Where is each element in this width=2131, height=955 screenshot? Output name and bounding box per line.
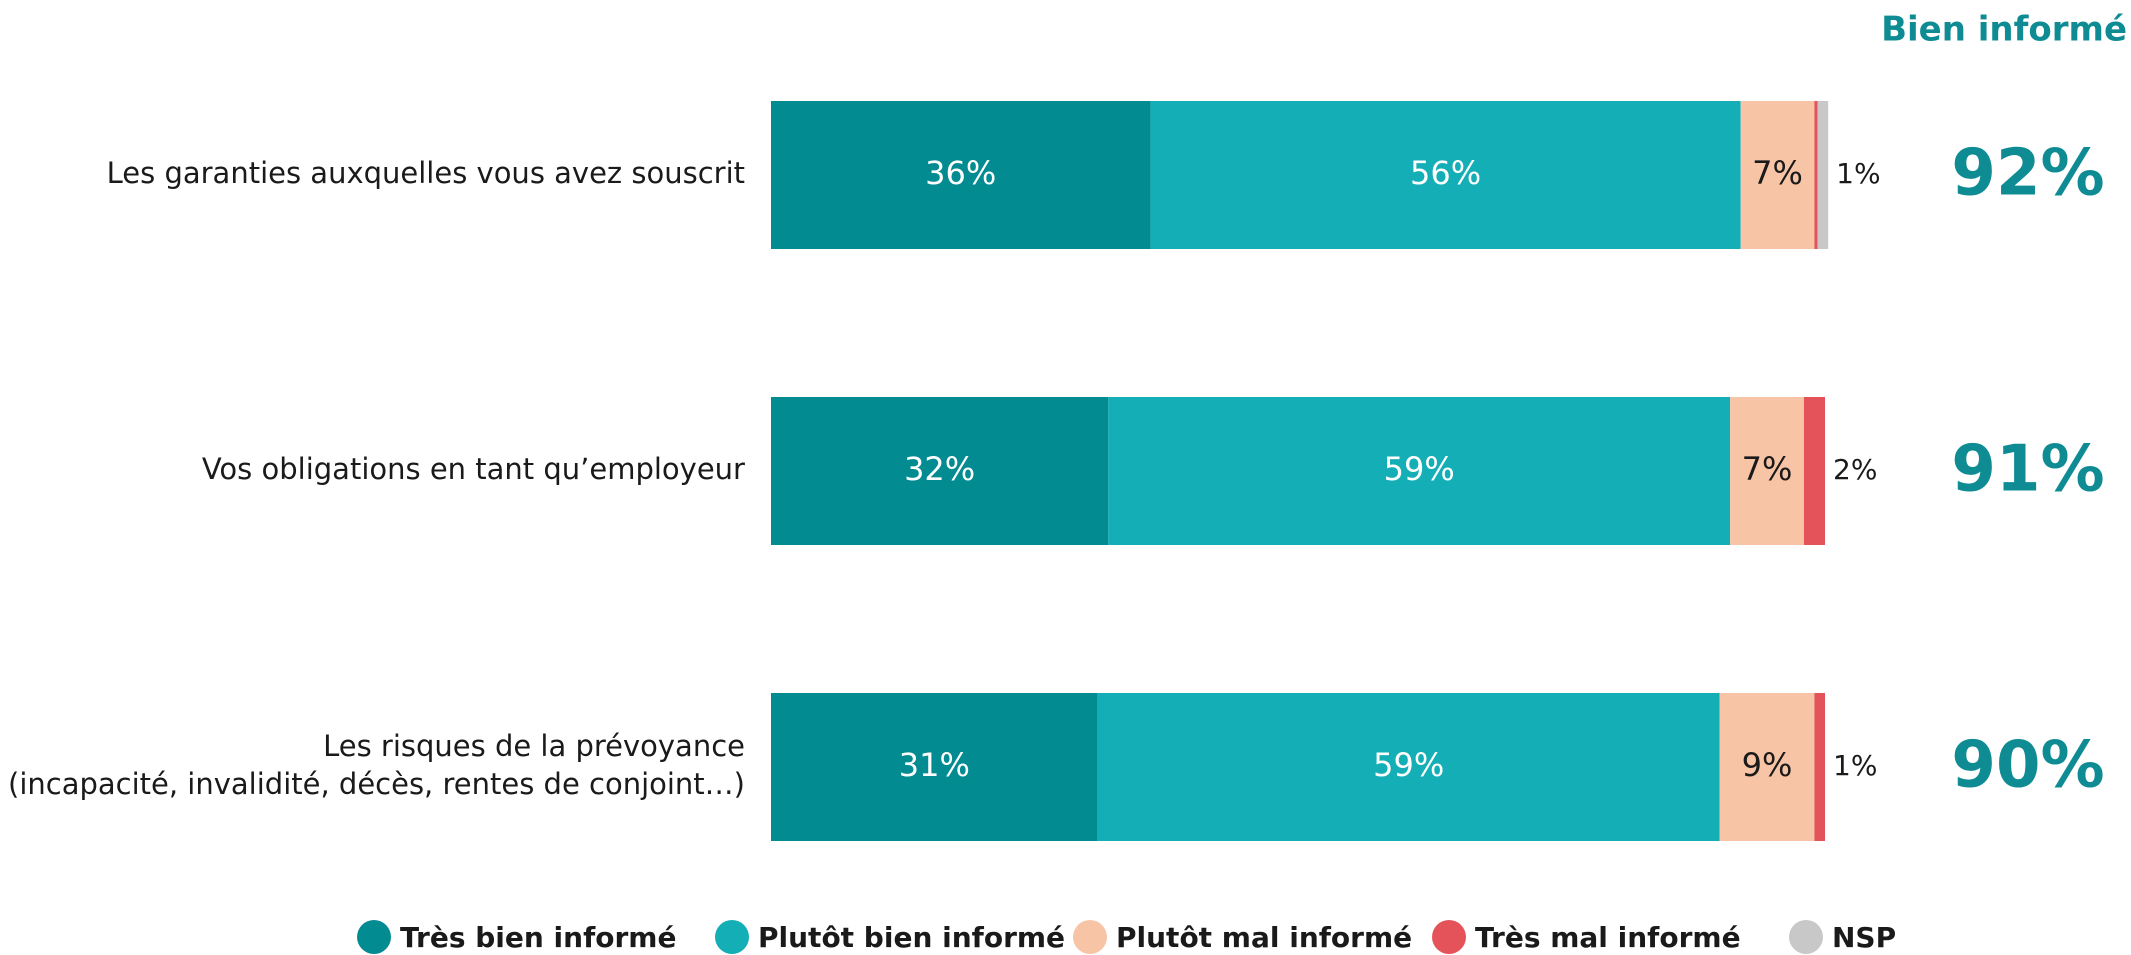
totals-title: Bien informé (1881, 10, 2127, 50)
total-label: 90% (1951, 729, 2104, 803)
bar-segment (771, 101, 1151, 249)
total-label: 91% (1951, 433, 2104, 507)
bar-segment (1097, 693, 1720, 841)
legend-swatch (357, 920, 391, 954)
legend-label: Plutôt bien informé (758, 921, 1065, 954)
bar-segment (1814, 693, 1825, 841)
data-label: 56% (1410, 154, 1481, 192)
bar-segment (1730, 397, 1804, 545)
total-label: 92% (1951, 137, 2104, 211)
bar-segment (1814, 101, 1818, 249)
bar-segment (1817, 101, 1829, 249)
data-label: 36% (925, 154, 996, 192)
legend-swatch (1432, 920, 1466, 954)
legend-label: Très mal informé (1475, 921, 1741, 954)
legend-label: Très bien informé (400, 921, 676, 954)
bar-segment (1803, 397, 1825, 545)
data-label: 59% (1384, 450, 1455, 488)
bar-segment (1108, 397, 1731, 545)
legend-swatch (715, 920, 749, 954)
data-label: 1% (1833, 749, 1877, 782)
bar-segment (771, 693, 1098, 841)
data-label: 32% (904, 450, 975, 488)
bar-segment (1740, 101, 1815, 249)
legend-label: Plutôt mal informé (1116, 921, 1412, 954)
bar-segment (771, 397, 1109, 545)
category-label: Les risques de la prévoyance (323, 729, 745, 763)
category-label: (incapacité, invalidité, décès, rentes d… (8, 767, 745, 801)
data-label: 7% (1752, 154, 1803, 192)
bar-segment (1150, 101, 1741, 249)
legend-swatch (1073, 920, 1107, 954)
category-label: Les garanties auxquelles vous avez sousc… (107, 156, 745, 190)
data-label: 2% (1833, 453, 1877, 486)
bar-segment (1719, 693, 1815, 841)
legend-label: NSP (1832, 921, 1896, 954)
data-label: 9% (1742, 746, 1793, 784)
data-label: 7% (1742, 450, 1793, 488)
data-label: 1% (1836, 157, 1880, 190)
category-label: Vos obligations en tant qu’employeur (202, 452, 745, 486)
legend-swatch (1789, 920, 1823, 954)
data-label: 59% (1373, 746, 1444, 784)
data-label: 31% (899, 746, 970, 784)
